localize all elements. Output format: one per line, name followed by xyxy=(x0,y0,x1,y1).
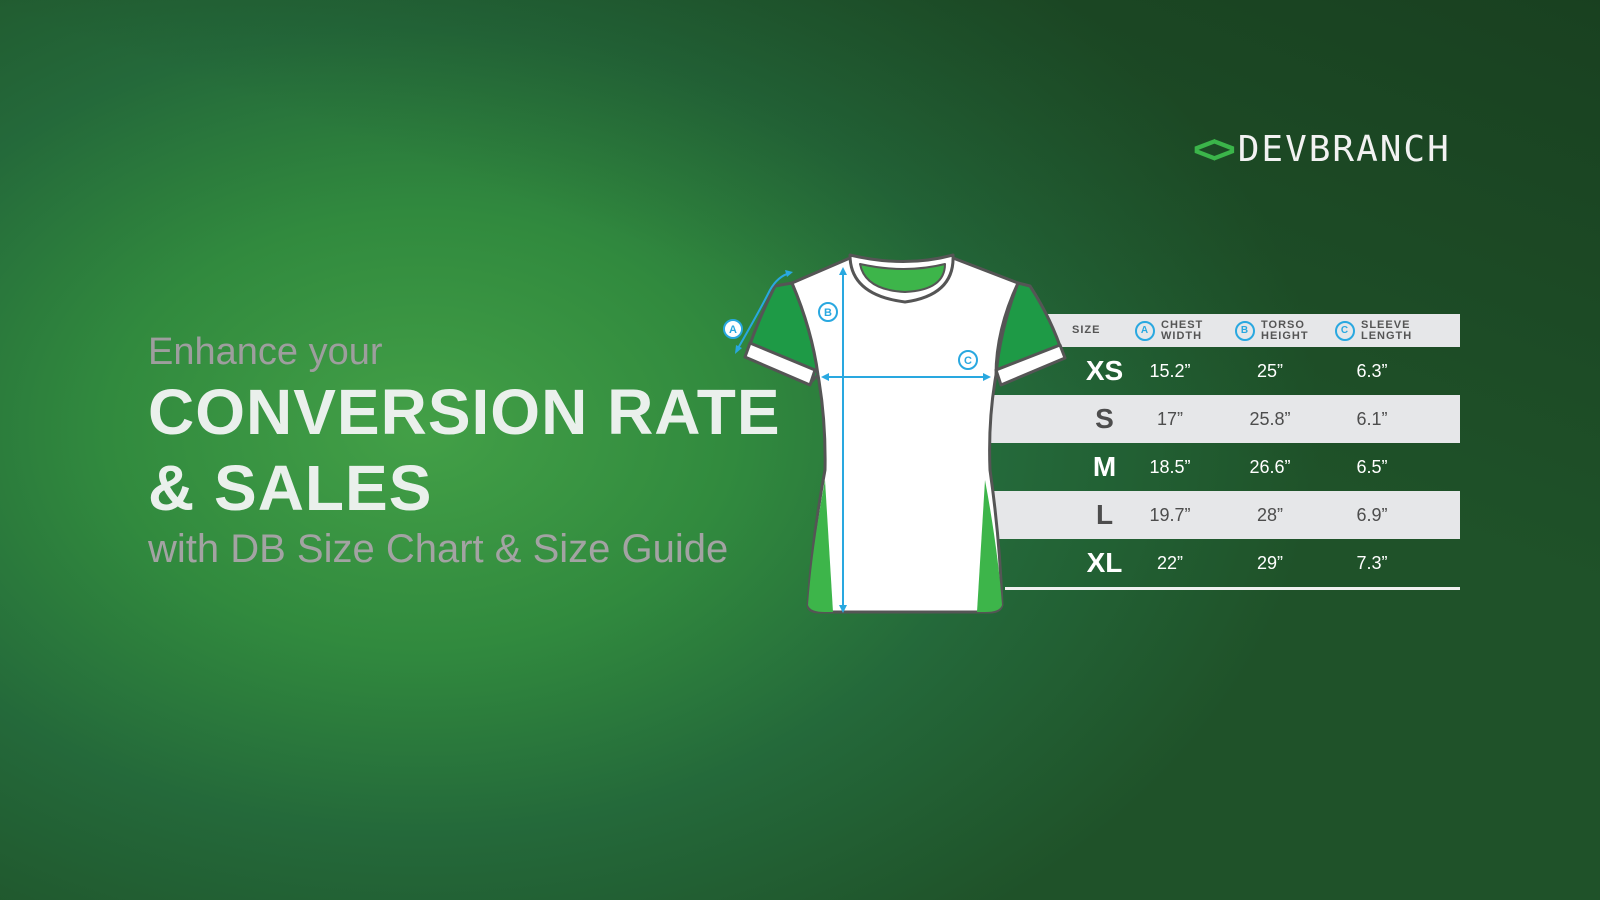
header-sleeve: C SLEEVE LENGTH xyxy=(1335,318,1413,342)
headline-line-1: CONVERSION RATE xyxy=(148,376,781,448)
shirt-right-cuff xyxy=(994,343,1067,387)
header-sleeve-l1: SLEEVE xyxy=(1361,318,1411,331)
sleeve-cell: 6.5” xyxy=(1356,456,1388,477)
headline-line-2: & SALES xyxy=(148,452,433,524)
measure-a-line xyxy=(736,272,791,351)
label-c-marker xyxy=(958,350,978,370)
label-b-icon: B xyxy=(1235,320,1255,341)
size-cell: XL xyxy=(1086,547,1123,578)
torso-cell: 29” xyxy=(1256,552,1283,573)
chest-cell: 15.2” xyxy=(1149,360,1191,381)
devbranch-logo: <> DEVBRANCH xyxy=(1193,130,1451,170)
sleeve-cell: 6.3” xyxy=(1356,360,1388,381)
hero-text: Enhance your CONVERSION RATE & SALES wit… xyxy=(148,330,781,572)
label-b-marker xyxy=(818,302,838,322)
shirt-neck-inner xyxy=(859,263,946,293)
label-c-icon: C xyxy=(1335,320,1355,341)
header-torso-l2: HEIGHT xyxy=(1261,329,1309,342)
size-cell: L xyxy=(1095,499,1114,530)
header-torso: B TORSO HEIGHT xyxy=(1235,318,1309,342)
table-row: L 19.7” 28” 6.9” xyxy=(990,491,1460,539)
size-cell: M xyxy=(1092,451,1117,482)
size-table: SIZE A CHEST WIDTH B TORSO HEIGHT C SLEEVE… xyxy=(990,314,1460,590)
label-a-marker xyxy=(723,319,743,339)
table-row: S 17” 25.8” 6.1” xyxy=(990,395,1460,443)
shirt-right-side-panel xyxy=(977,480,1002,612)
torso-cell: 25.8” xyxy=(1249,408,1291,429)
table-row: XL 22” 29” 7.3” xyxy=(990,539,1460,587)
torso-cell: 28” xyxy=(1256,504,1283,525)
code-brackets-icon: <> xyxy=(1193,128,1236,172)
chest-cell: 17” xyxy=(1156,408,1183,429)
label-b-text: B xyxy=(824,307,832,319)
chest-cell: 18.5” xyxy=(1149,456,1191,477)
table-row: XS 15.2” 25” 6.3” xyxy=(990,347,1460,395)
measure-labels: A B C xyxy=(723,302,978,370)
label-c-text: C xyxy=(964,355,972,367)
header-chest-l2: WIDTH xyxy=(1161,329,1203,342)
intro-text: Enhance your xyxy=(148,331,383,373)
size-cell: XS xyxy=(1085,355,1124,386)
header-chest-l1: CHEST xyxy=(1161,318,1204,331)
chest-cell: 19.7” xyxy=(1149,504,1191,525)
label-a-text: A xyxy=(729,324,737,336)
tshirt-diagram: A B C xyxy=(723,253,1067,614)
torso-cell: 26.6” xyxy=(1249,456,1291,477)
shirt-left-cuff xyxy=(743,341,817,387)
torso-cell: 25” xyxy=(1256,360,1283,381)
logo-text: DEVBRANCH xyxy=(1237,129,1451,170)
shirt-left-side-panel xyxy=(808,480,833,612)
label-a-icon: A xyxy=(1135,320,1155,341)
header-torso-l1: TORSO xyxy=(1261,318,1305,331)
sleeve-cell: 6.1” xyxy=(1356,408,1388,429)
table-bottom-line xyxy=(1005,587,1460,590)
header-sleeve-l2: LENGTH xyxy=(1361,329,1413,342)
shirt-body xyxy=(790,256,1020,614)
sleeve-cell: 7.3” xyxy=(1356,552,1388,573)
subline: with DB Size Chart & Size Guide xyxy=(148,527,729,571)
table-row: M 18.5” 26.6” 6.5” xyxy=(990,443,1460,491)
chest-cell: 22” xyxy=(1156,552,1183,573)
size-cell: S xyxy=(1095,403,1114,434)
header-chest: A CHEST WIDTH xyxy=(1135,318,1204,342)
sleeve-cell: 6.9” xyxy=(1356,504,1388,525)
table-header: SIZE A CHEST WIDTH B TORSO HEIGHT C SLEEVE… xyxy=(1045,314,1460,347)
header-size: SIZE xyxy=(1072,324,1101,336)
